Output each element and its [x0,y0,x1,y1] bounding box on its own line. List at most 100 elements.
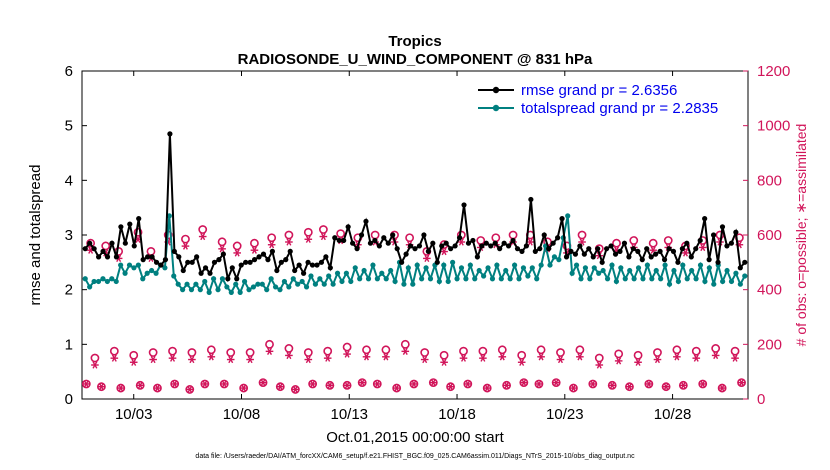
totalspread-point [498,276,504,282]
totalspread-point [357,276,363,282]
rmse-point [251,257,258,263]
rmse-point [586,246,592,252]
obs-possible-marker [644,379,654,389]
rmse-point [327,265,333,271]
obs-assimilated-marker [129,358,138,366]
obs-assimilated-marker [304,355,313,364]
obs-assimilated-marker [498,353,507,361]
totalspread-point [724,267,730,274]
obs-assimilated-marker [653,355,662,364]
rmse-point [194,254,200,260]
y-axis-left: 0 1 2 3 4 5 6 [65,63,87,408]
y-tick-label: 2 [65,282,73,299]
rmse-point [572,251,579,257]
rmse-point [604,246,610,252]
y-axis-label: rmse and totalspread [27,165,44,306]
rmse-point [260,251,267,257]
totalspread-point [662,262,668,268]
rmse-point [350,240,356,246]
rmse-point [171,248,177,254]
rmse-point [358,232,365,238]
rmse-point [608,243,614,249]
rmse-point [563,254,570,260]
obs-assimilated-marker [326,381,334,389]
obs-possible-marker [594,353,604,363]
obs-assimilated-marker [198,232,207,241]
totalspread-point [671,267,677,274]
obs-possible-marker [342,380,352,390]
obs-assimilated-marker [319,232,328,241]
totalspread-point [481,273,487,279]
obs-possible-marker [534,379,544,389]
totalspread-point [405,265,411,271]
totalspread-point [454,276,460,282]
obs-possible-marker [129,350,139,360]
totalspread-point [295,281,301,287]
totalspread-point [241,278,248,285]
obs-possible-marker [691,346,701,356]
obs-assimilated-marker [250,246,259,254]
obs-assimilated-marker [201,380,209,388]
rmse-point [501,240,507,246]
obs-possible-marker [556,348,565,357]
totalspread-point [312,281,319,287]
obs-assimilated-marker [459,354,468,362]
obs-possible-marker [198,225,208,234]
obs-possible-marker [303,227,313,237]
obs-assimilated-marker [537,353,545,361]
rmse-point [109,240,115,246]
obs-possible-marker [187,348,197,357]
obs-possible-marker [86,238,96,248]
obs-assimilated-marker [323,354,332,362]
rmse-point [577,243,583,249]
obs-possible-marker [439,350,449,360]
totalspread-point [423,265,429,271]
totalspread-point [144,270,150,276]
rmse-point [510,237,516,244]
totalspread-point [104,278,110,285]
obs-assimilated-marker [520,378,528,387]
totalspread-point [370,262,376,268]
obs-possible-marker [625,382,634,392]
obs-assimilated-marker [218,245,226,253]
rmse-point [372,237,378,244]
totalspread-point [419,276,425,282]
rmse-point [296,262,302,268]
rmse-point [96,254,102,260]
totalspread-point [237,289,243,295]
totalspread-point [450,259,456,265]
obs-possible-marker [482,383,492,393]
rmse-point [644,246,650,252]
rmse-point [309,262,316,268]
totalspread-point [489,276,496,282]
totalspread-point [627,267,633,274]
totalspread-point [591,265,597,271]
obs-possible-marker [711,344,721,353]
obs-possible-marker [153,383,162,393]
totalspread-point [458,265,465,271]
obs-assimilated-marker [308,380,317,388]
rmse-point [207,270,213,276]
y-tick-label: 4 [65,172,73,189]
rmse-point [488,243,494,249]
x-tick-label: 10/18 [438,406,476,423]
rmse-point [367,240,374,246]
rmse-point [537,246,543,252]
totalspread-point [100,276,106,282]
obs-possible-marker [502,380,512,390]
rmse-point [479,243,485,249]
totalspread-point [91,278,97,285]
obs-assimilated-marker [625,383,634,391]
totalspread-point [410,281,416,287]
totalspread-point [255,281,261,287]
totalspread-point [711,281,717,287]
obs-possible-marker [409,379,419,389]
obs-assimilated-marker [149,355,157,364]
rmse-point [581,251,587,257]
totalspread-point [733,270,739,276]
totalspread-point [467,262,473,268]
totalspread-point [224,284,230,290]
obs-assimilated-marker [737,378,746,387]
obs-possible-marker [318,225,328,234]
totalspread-point [82,276,88,282]
